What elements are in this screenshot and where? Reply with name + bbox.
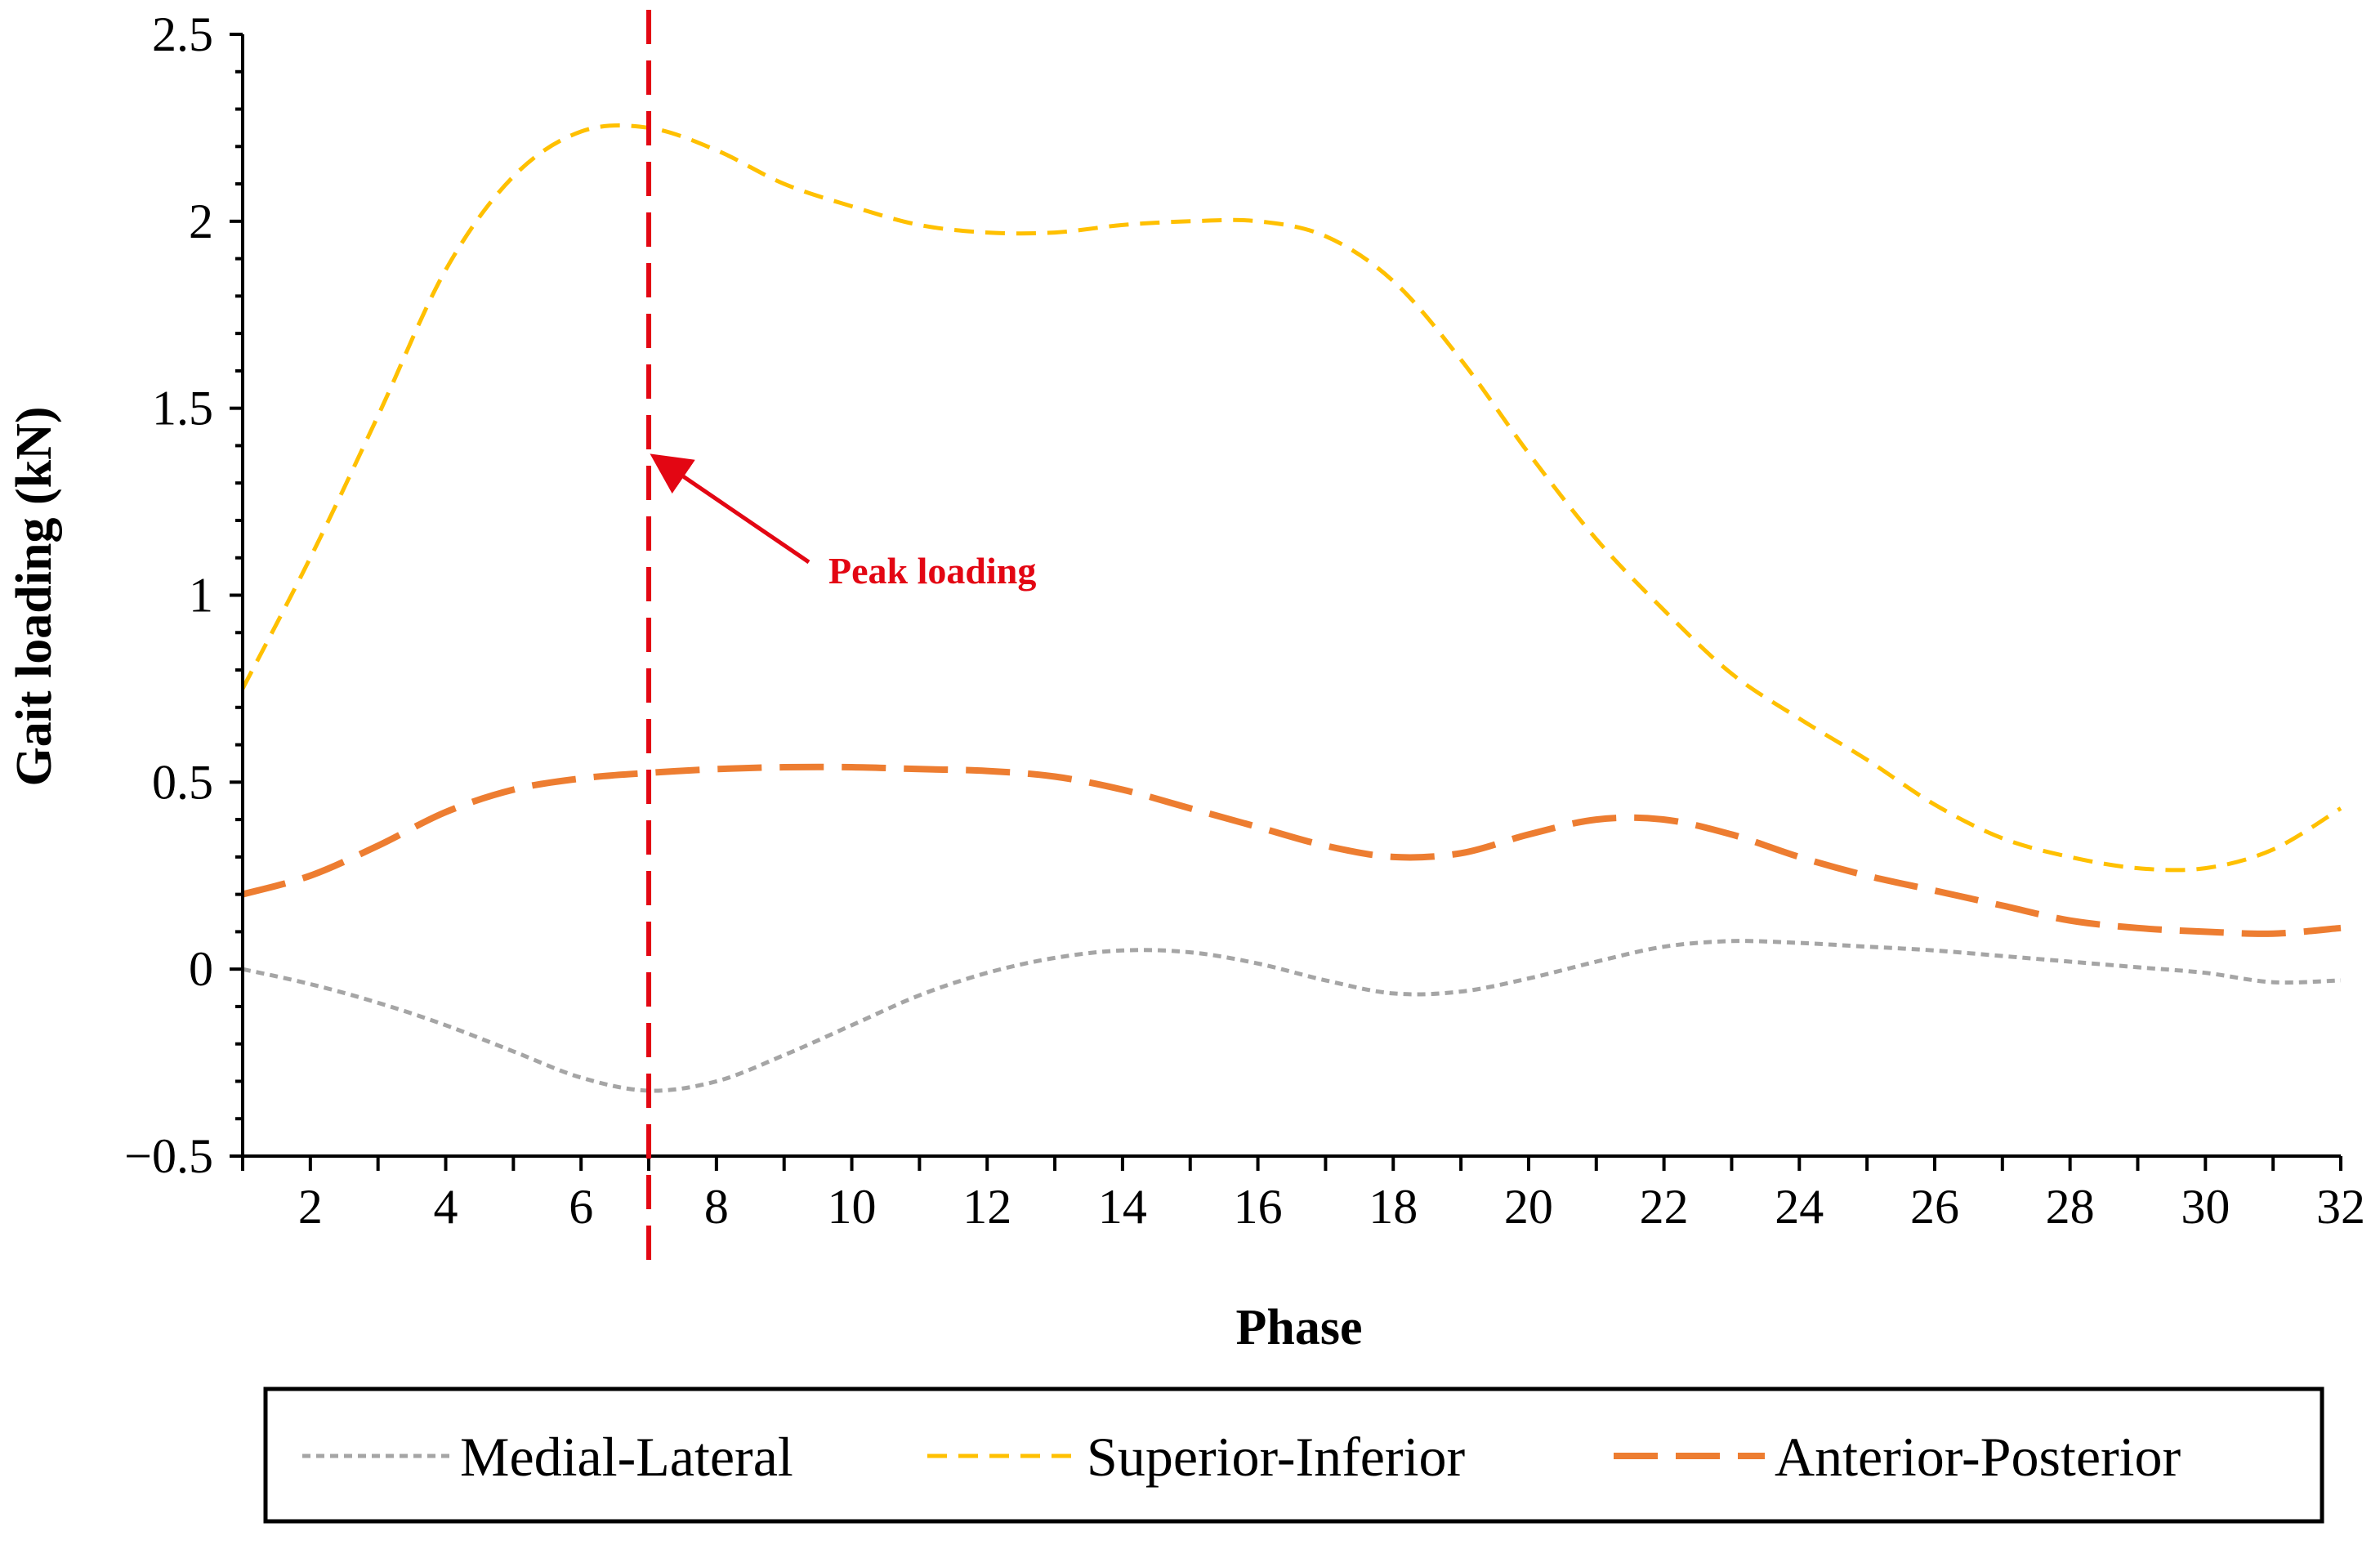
y-tick-label: −0.5 [124, 1129, 213, 1183]
x-tick-label: 28 [2046, 1180, 2095, 1234]
legend-label-anterior-posterior: Anterior-Posterior [1775, 1426, 2181, 1488]
x-tick-label: 10 [828, 1180, 877, 1234]
legend-box [263, 1386, 2324, 1524]
y-axis-title: Gait loading (kN) [7, 406, 62, 786]
series-line-anterior-posterior [241, 763, 2342, 937]
axes: −0.500.511.522.52 4 6 8 10 12 14 16 18 20 22 24 26 28… [124, 7, 2365, 1234]
series-line-medial-lateral [242, 939, 2342, 1093]
x-tick-label: 18 [1369, 1180, 1418, 1234]
x-tick-label: 14 [1098, 1180, 1147, 1234]
y-tick-label: 1 [189, 569, 213, 623]
x-tick-label: 8 [704, 1180, 729, 1234]
series-line-superior-inferior [240, 123, 2342, 873]
x-tick-label: 16 [1234, 1180, 1283, 1234]
x-tick-label: 6 [569, 1180, 593, 1234]
x-tick-label: 22 [1640, 1180, 1689, 1234]
x-tick-label: 30 [2181, 1180, 2230, 1234]
y-tick-label: 2.5 [152, 7, 213, 61]
x-tick-label: 4 [434, 1180, 458, 1234]
plot-area [240, 123, 2342, 1093]
legend: Medial-Lateral Superior-Inferior Anterior-… [263, 1386, 2324, 1524]
x-tick-label: 12 [962, 1180, 1011, 1234]
x-tick-label: 20 [1504, 1180, 1553, 1234]
x-tick-label: 26 [1910, 1180, 1959, 1234]
y-tick-label: 2 [189, 194, 213, 248]
y-tick-label: 0.5 [152, 755, 213, 809]
x-tick-label: 24 [1775, 1180, 1824, 1234]
x-axis-title: Phase [1236, 1300, 1363, 1355]
legend-label-superior-inferior: Superior-Inferior [1087, 1426, 1465, 1488]
x-tick-label: 2 [298, 1180, 323, 1234]
annotation-arrow [650, 453, 810, 565]
annotation-text: Peak loading [828, 550, 1036, 592]
legend-label-medial-lateral: Medial-Lateral [460, 1426, 793, 1488]
peak-loading-annotation: Peak loading [650, 453, 1036, 592]
y-tick-label: 0 [189, 942, 213, 996]
y-tick-label: 1.5 [152, 382, 213, 435]
x-tick-label: 32 [2316, 1180, 2365, 1234]
